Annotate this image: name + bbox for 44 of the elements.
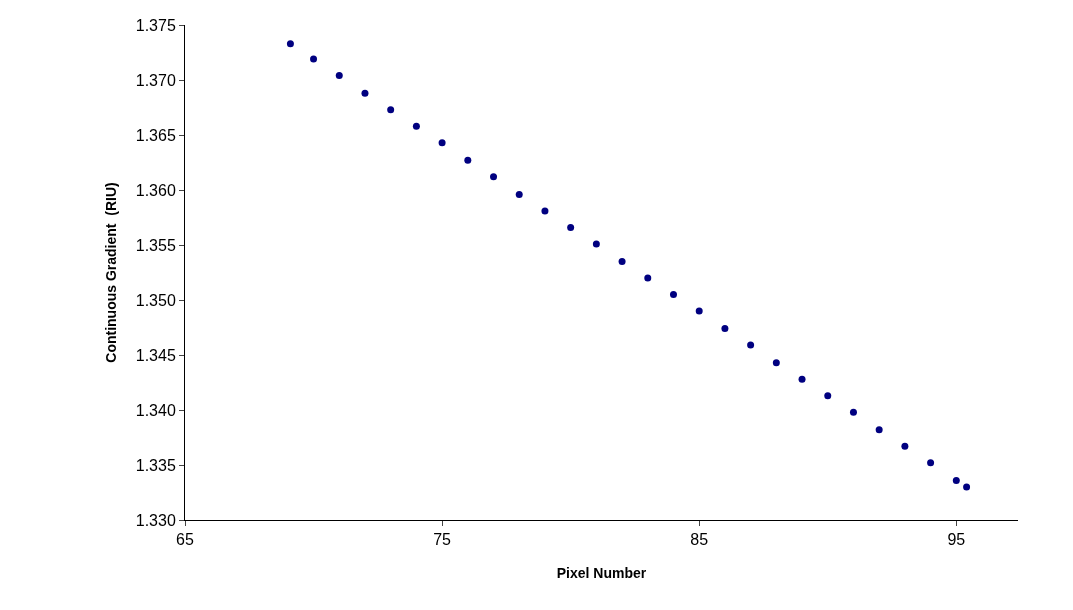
x-tick-label: 85 [690,531,709,549]
y-tick-label: 1.375 [135,16,176,34]
y-tick-label: 1.365 [135,126,176,144]
point [644,274,652,282]
y-tick-label: 1.360 [135,181,176,199]
point [695,307,703,315]
point [387,106,395,114]
x-tick-label: 75 [433,531,452,549]
point [927,459,935,467]
x-tick-label: 95 [947,531,966,549]
point [618,258,626,265]
point [412,122,420,130]
point [875,426,883,434]
y-tick-label: 1.370 [135,71,176,89]
x-tick-label: 65 [176,531,194,549]
point [721,325,729,333]
point [490,173,498,181]
point [952,476,960,484]
y-tick-label: 1.350 [135,291,176,309]
point [541,207,549,215]
point [515,190,523,198]
y-axis-title: Continuous Gradient (RIU) [103,182,120,363]
point [747,341,755,349]
point [286,40,294,48]
point [335,72,343,80]
point [438,139,446,147]
point [824,392,832,400]
point [849,408,857,416]
point [772,359,780,367]
point [310,55,318,63]
y-tick-label: 1.335 [135,456,176,474]
point [464,156,472,164]
y-tick-label: 1.355 [135,236,176,254]
point [901,442,909,450]
point [592,240,600,248]
y-tick-label: 1.340 [135,401,176,419]
point [567,223,575,231]
point [669,291,677,298]
point [798,375,806,383]
point [361,89,369,97]
x-axis-title: Pixel Number [556,564,647,581]
y-tick-label: 1.345 [135,346,176,364]
y-tick-label: 1.330 [135,511,176,529]
point [963,483,971,491]
